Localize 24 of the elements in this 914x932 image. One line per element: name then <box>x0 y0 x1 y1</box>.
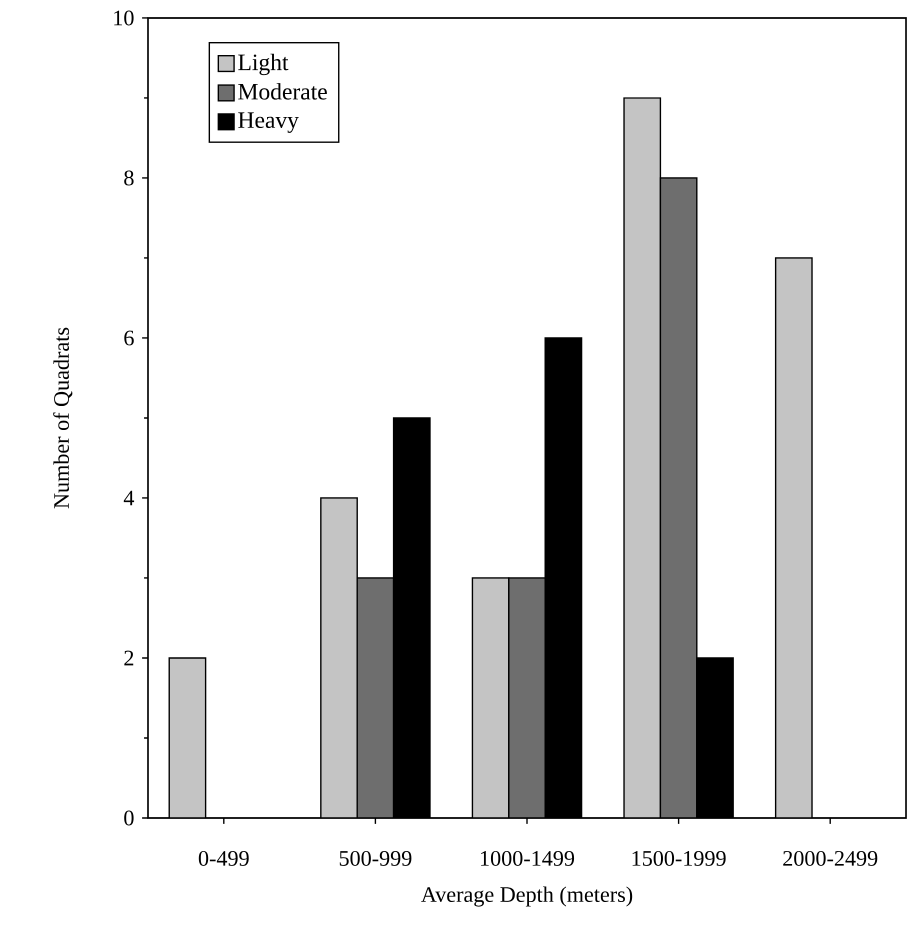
y-tick-label: 4 <box>124 490 134 506</box>
y-tick-label: 2 <box>124 650 134 666</box>
legend-label: Heavy <box>238 112 299 133</box>
bar <box>623 97 662 818</box>
bar <box>660 177 698 818</box>
legend-label: Moderate <box>238 83 327 100</box>
x-tick-label: 2000-2499 <box>783 850 878 866</box>
x-tick-label: 0-499 <box>198 850 249 866</box>
x-axis-title: Average Depth (meters) <box>421 886 632 907</box>
bar <box>168 657 206 818</box>
y-tick-label: 8 <box>124 170 134 186</box>
y-axis-title: Number of Quadrats <box>53 328 72 508</box>
bar <box>356 577 394 818</box>
legend-label: Light <box>238 54 288 76</box>
bar <box>320 497 358 818</box>
x-tick-label: 1500-1999 <box>632 850 726 866</box>
y-tick-label: 0 <box>124 810 134 826</box>
bar <box>508 577 546 818</box>
x-tick-label: 500-999 <box>340 850 412 866</box>
bar <box>774 257 813 818</box>
y-tick-label: 6 <box>124 330 134 346</box>
bar <box>472 577 510 818</box>
x-tick-label: 1000-1499 <box>480 850 574 866</box>
y-tick-label: 10 <box>114 10 134 26</box>
